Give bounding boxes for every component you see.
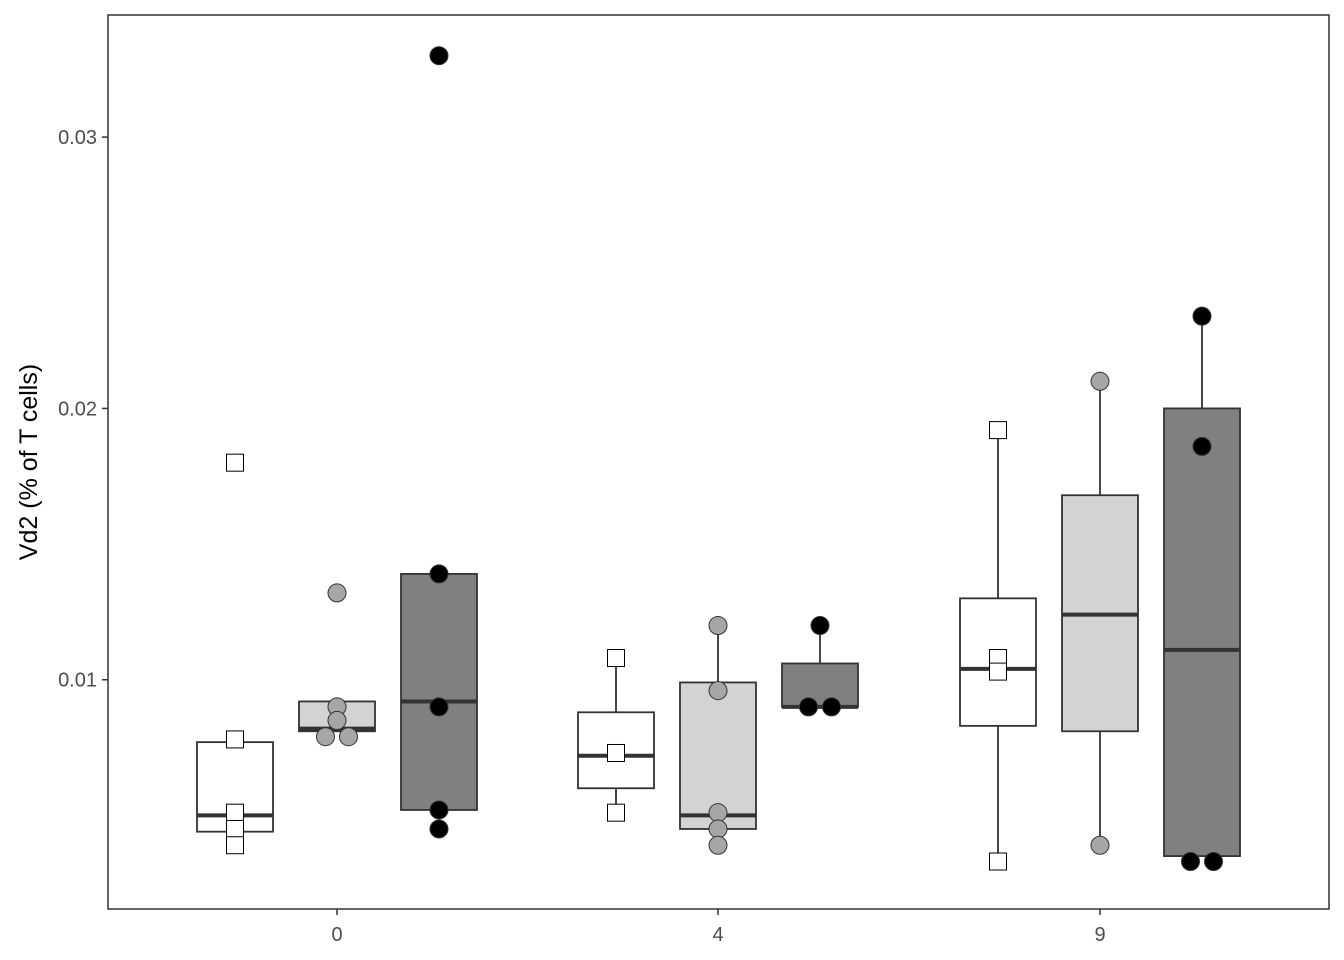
data-point bbox=[708, 615, 728, 635]
data-point bbox=[1090, 371, 1110, 391]
data-point bbox=[429, 697, 449, 717]
y-axis: 0.01 0.02 0.03 bbox=[58, 127, 108, 692]
box-0-3 bbox=[400, 573, 478, 811]
box-body bbox=[1163, 407, 1241, 857]
data-point bbox=[1204, 852, 1223, 872]
box-body bbox=[781, 662, 859, 708]
y-tick-label: 0.03 bbox=[58, 127, 97, 149]
box-4-1 bbox=[577, 658, 655, 813]
box-9-1 bbox=[959, 430, 1037, 862]
data-point bbox=[708, 803, 728, 823]
data-point bbox=[989, 662, 1007, 681]
boxes-layer bbox=[196, 316, 1241, 862]
data-point bbox=[339, 727, 358, 747]
data-point bbox=[226, 836, 244, 855]
box-body bbox=[400, 573, 478, 811]
data-point bbox=[226, 730, 244, 749]
box-9-2 bbox=[1061, 381, 1139, 846]
data-point bbox=[226, 803, 244, 822]
data-point bbox=[327, 583, 347, 603]
x-tick-label: 4 bbox=[712, 924, 723, 946]
data-point bbox=[708, 835, 728, 855]
data-point bbox=[607, 649, 625, 668]
data-point bbox=[429, 564, 449, 584]
data-point bbox=[1090, 835, 1110, 855]
data-point bbox=[429, 819, 449, 839]
data-point bbox=[429, 800, 449, 820]
data-point bbox=[810, 615, 830, 635]
y-tick-label: 0.01 bbox=[58, 670, 97, 692]
box-9-3 bbox=[1163, 316, 1241, 857]
data-point bbox=[226, 819, 244, 838]
data-point bbox=[429, 46, 449, 66]
y-tick-label: 0.02 bbox=[58, 398, 97, 420]
data-point bbox=[607, 743, 625, 762]
data-point bbox=[708, 681, 728, 701]
data-point bbox=[989, 852, 1007, 871]
y-axis-title: Vd2 (% of T cells) bbox=[15, 364, 43, 560]
data-point bbox=[799, 697, 818, 717]
x-tick-label: 9 bbox=[1094, 924, 1105, 946]
data-point bbox=[708, 819, 728, 839]
data-point bbox=[327, 710, 347, 730]
box-4-3 bbox=[781, 625, 859, 709]
x-axis: 0 4 9 bbox=[331, 909, 1106, 946]
points-layer bbox=[226, 46, 1223, 872]
data-point bbox=[822, 697, 841, 717]
data-point bbox=[1181, 852, 1200, 872]
x-tick-label: 0 bbox=[331, 924, 342, 946]
data-point bbox=[607, 803, 625, 822]
data-point bbox=[226, 453, 244, 472]
data-point bbox=[316, 727, 335, 747]
data-point bbox=[989, 421, 1007, 440]
data-point bbox=[1192, 436, 1212, 456]
data-point bbox=[1192, 306, 1212, 326]
box-body bbox=[577, 711, 655, 790]
box-body bbox=[959, 597, 1037, 727]
